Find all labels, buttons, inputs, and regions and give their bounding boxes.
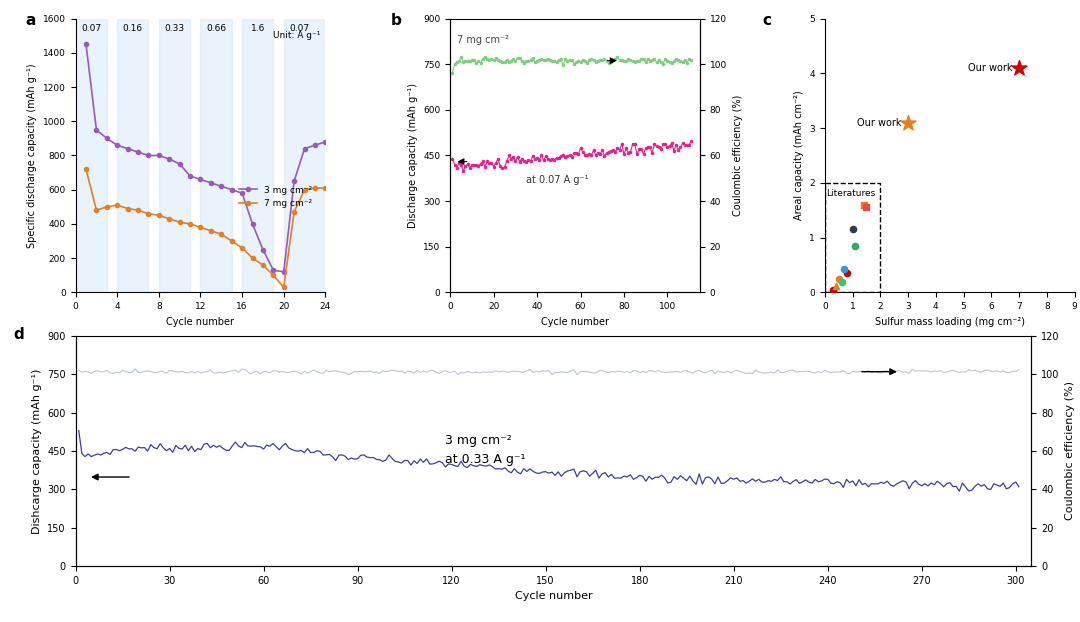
3 mg cm⁻² [184, 172, 197, 180]
Text: d: d [13, 327, 24, 341]
Legend: 3 mg cm⁻², 7 mg cm⁻²: 3 mg cm⁻², 7 mg cm⁻² [235, 182, 315, 211]
X-axis label: Cycle number: Cycle number [515, 592, 592, 601]
Text: c: c [762, 13, 771, 28]
7 mg cm⁻² [194, 223, 207, 231]
7 mg cm⁻² [90, 207, 103, 214]
3 mg cm⁻² [256, 246, 269, 253]
Y-axis label: Areal capacity (mAh cm⁻²): Areal capacity (mAh cm⁻²) [794, 91, 804, 220]
Line: 7 mg cm⁻²: 7 mg cm⁻² [84, 167, 327, 289]
7 mg cm⁻² [121, 205, 134, 212]
Text: at 0.07 A g⁻¹: at 0.07 A g⁻¹ [526, 175, 589, 185]
Text: 7 mg cm⁻²: 7 mg cm⁻² [457, 35, 509, 45]
7 mg cm⁻² [184, 220, 197, 228]
3 mg cm⁻² [309, 141, 322, 149]
3 mg cm⁻² [163, 155, 176, 162]
7 mg cm⁻² [163, 215, 176, 223]
3 mg cm⁻² [194, 175, 207, 183]
7 mg cm⁻² [256, 261, 269, 269]
3 mg cm⁻² [90, 126, 103, 134]
Text: Our work: Our work [968, 63, 1012, 73]
3 mg cm⁻² [319, 138, 332, 146]
Point [1011, 63, 1028, 73]
3 mg cm⁻² [226, 186, 239, 193]
Text: 0.16: 0.16 [123, 24, 143, 33]
Text: 0.66: 0.66 [206, 24, 226, 33]
7 mg cm⁻² [235, 244, 248, 251]
Y-axis label: Dishcarge capacity (mAh g⁻¹): Dishcarge capacity (mAh g⁻¹) [31, 368, 42, 534]
7 mg cm⁻² [100, 203, 113, 210]
Bar [284, 19, 325, 292]
Text: Our work: Our work [856, 118, 901, 128]
Point [838, 268, 855, 278]
Line: 3 mg cm⁻²: 3 mg cm⁻² [84, 42, 327, 274]
7 mg cm⁻² [309, 184, 322, 192]
X-axis label: Sulfur mass loading (mg cm⁻²): Sulfur mass loading (mg cm⁻²) [875, 317, 1025, 327]
3 mg cm⁻² [152, 152, 165, 159]
Bar [201, 19, 232, 292]
3 mg cm⁻² [215, 183, 228, 190]
3 mg cm⁻² [141, 152, 154, 159]
7 mg cm⁻² [267, 271, 280, 279]
3 mg cm⁻² [278, 268, 291, 276]
7 mg cm⁻² [226, 237, 239, 244]
Point [858, 203, 875, 213]
3 mg cm⁻² [100, 135, 113, 142]
Point [855, 200, 873, 210]
Text: Literatures: Literatures [826, 190, 876, 198]
Text: 0.33: 0.33 [164, 24, 185, 33]
3 mg cm⁻² [173, 160, 186, 168]
7 mg cm⁻² [111, 202, 124, 209]
X-axis label: Cycle number: Cycle number [541, 317, 609, 327]
3 mg cm⁻² [204, 179, 217, 187]
7 mg cm⁻² [141, 210, 154, 218]
Text: 0.07: 0.07 [289, 24, 309, 33]
3 mg cm⁻² [121, 145, 134, 152]
Bar [825, 183, 880, 292]
Bar [159, 19, 190, 292]
Y-axis label: Discharge capacity (mAh g⁻¹): Discharge capacity (mAh g⁻¹) [407, 83, 418, 228]
7 mg cm⁻² [319, 184, 332, 192]
3 mg cm⁻² [132, 148, 145, 156]
7 mg cm⁻² [80, 165, 93, 173]
Point [843, 225, 861, 234]
Point [900, 118, 917, 128]
Point [827, 281, 845, 290]
3 mg cm⁻² [246, 220, 259, 228]
Text: 1.6: 1.6 [251, 24, 265, 33]
7 mg cm⁻² [298, 186, 311, 193]
Text: a: a [26, 13, 36, 28]
Point [833, 277, 850, 287]
Y-axis label: Coulombic efficiency (%): Coulombic efficiency (%) [732, 95, 743, 216]
7 mg cm⁻² [152, 211, 165, 219]
7 mg cm⁻² [204, 227, 217, 234]
3 mg cm⁻² [267, 266, 280, 274]
7 mg cm⁻² [246, 254, 259, 262]
Text: 0.07: 0.07 [81, 24, 102, 33]
3 mg cm⁻² [287, 177, 300, 185]
Text: 3 mg cm⁻²
at 0.33 A g⁻¹: 3 mg cm⁻² at 0.33 A g⁻¹ [445, 434, 526, 466]
3 mg cm⁻² [80, 40, 93, 48]
Y-axis label: Specific discharge capacity (mAh g⁻¹): Specific discharge capacity (mAh g⁻¹) [27, 63, 38, 248]
Bar [242, 19, 273, 292]
X-axis label: Cycle number: Cycle number [166, 317, 234, 327]
Bar [76, 19, 107, 292]
Point [847, 241, 864, 251]
Point [824, 285, 841, 295]
7 mg cm⁻² [215, 230, 228, 238]
7 mg cm⁻² [278, 284, 291, 291]
7 mg cm⁻² [173, 218, 186, 226]
3 mg cm⁻² [235, 189, 248, 197]
3 mg cm⁻² [111, 141, 124, 149]
Point [836, 264, 853, 274]
7 mg cm⁻² [132, 207, 145, 214]
7 mg cm⁻² [287, 208, 300, 216]
Text: Unit: A g⁻¹: Unit: A g⁻¹ [273, 30, 320, 40]
Text: b: b [390, 13, 401, 28]
Bar [118, 19, 148, 292]
3 mg cm⁻² [298, 145, 311, 152]
Point [831, 274, 848, 284]
Y-axis label: Coulombic efficiency (%): Coulombic efficiency (%) [1065, 381, 1076, 521]
